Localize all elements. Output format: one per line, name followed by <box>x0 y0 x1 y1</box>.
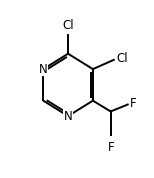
Text: N: N <box>64 110 72 123</box>
Text: F: F <box>130 97 137 110</box>
Text: Cl: Cl <box>116 52 128 65</box>
Text: Cl: Cl <box>62 19 74 32</box>
Text: F: F <box>107 141 114 154</box>
Text: N: N <box>39 63 48 76</box>
